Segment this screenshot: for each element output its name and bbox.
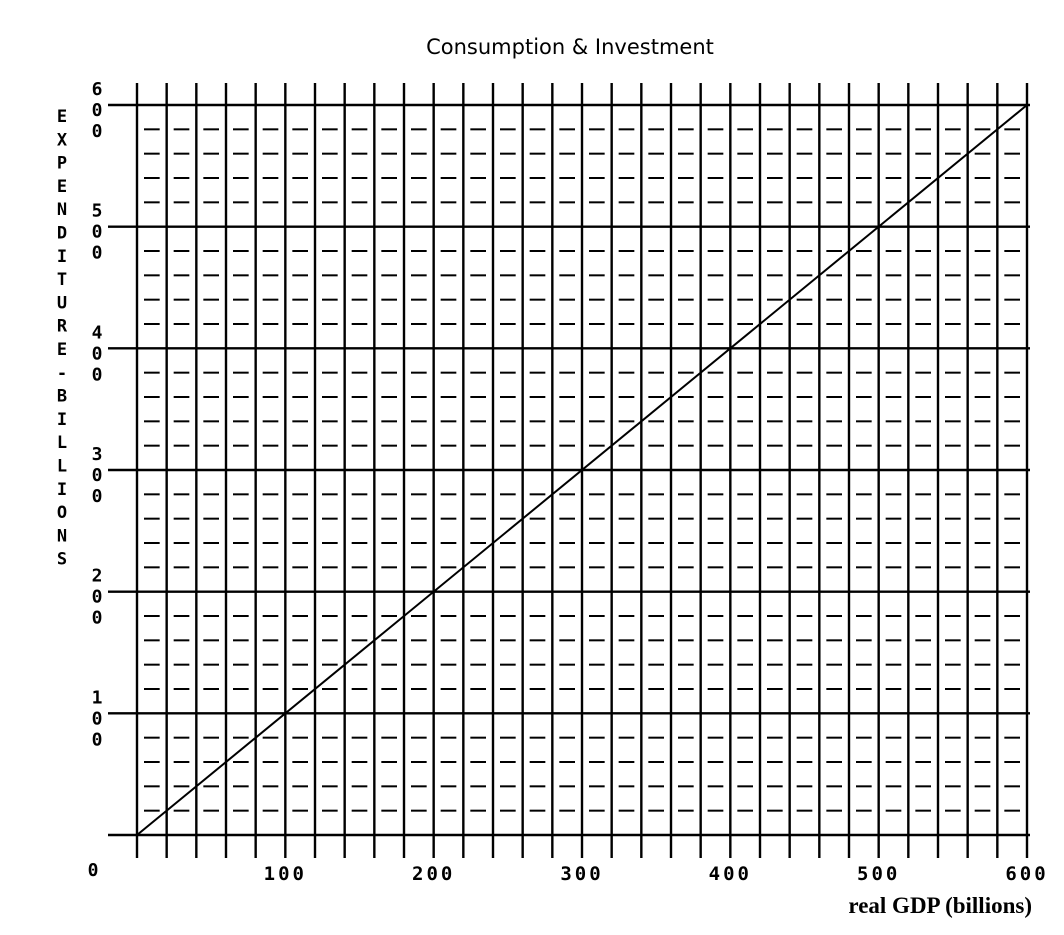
- origin-label: 0: [88, 860, 99, 881]
- x-tick-labels: 100 200 300 400 500 600: [264, 863, 1048, 885]
- series-line: [136, 104, 1028, 836]
- x-axis-label: real GDP (billions): [848, 893, 1032, 918]
- series: [136, 104, 1028, 836]
- y-axis-label-text: E X P E N D I T U R E -B I L L I O N S: [57, 107, 68, 570]
- x-tick-label: 300: [560, 863, 603, 885]
- chart-title: Consumption & Investment: [426, 35, 714, 59]
- x-tick-label: 400: [709, 863, 752, 885]
- x-tick-label: 100: [264, 863, 307, 885]
- x-tick-label: 600: [1005, 863, 1048, 885]
- y-tick-labels: 1 0 0 2 0 0 3 0 0 4 0 0 5 0 0 6 0 0: [92, 79, 103, 750]
- y-axis-label: E X P E N D I T U R E -B I L L I O N S: [57, 107, 68, 570]
- x-tick-label: 500: [857, 863, 900, 885]
- grid: [108, 83, 1030, 858]
- x-tick-label: 200: [412, 863, 455, 885]
